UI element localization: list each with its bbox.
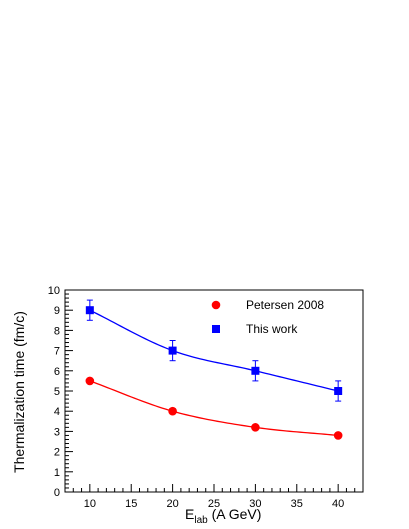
x-tick-label: 15 bbox=[125, 498, 137, 510]
data-point-square bbox=[168, 346, 177, 355]
y-tick-label: 5 bbox=[54, 386, 60, 398]
y-tick-label: 7 bbox=[54, 346, 60, 358]
data-point-circle bbox=[251, 423, 260, 432]
x-tick-label: 10 bbox=[84, 498, 96, 510]
error-bars bbox=[86, 299, 342, 402]
y-axis-label: Thermalization time (fm/c) bbox=[11, 311, 27, 473]
x-tick-label: 40 bbox=[332, 498, 344, 510]
y-tick-label: 1 bbox=[54, 467, 60, 479]
fit-curve-series-1 bbox=[89, 309, 339, 392]
data-point-square bbox=[251, 366, 260, 375]
x-tick-label: 35 bbox=[291, 498, 303, 510]
data-points bbox=[85, 306, 343, 440]
legend-marker-circle bbox=[211, 300, 221, 310]
y-tick-label: 8 bbox=[54, 325, 60, 337]
fit-curves bbox=[89, 309, 339, 437]
data-point-circle bbox=[85, 376, 95, 386]
y-tick-label: 9 bbox=[54, 305, 60, 317]
legend: Petersen 2008 This work bbox=[211, 298, 324, 336]
x-axis-label-unit: (A GeV) bbox=[208, 506, 262, 522]
fit-curve-series-0 bbox=[89, 380, 339, 437]
data-point-circle bbox=[333, 431, 343, 440]
x-tick-label: 30 bbox=[249, 498, 261, 510]
axis-ticks: 0 1 2 3 4 5 6 7 8 9 10 10 15 20 25 30 35 40 bbox=[48, 285, 356, 510]
data-point-circle bbox=[168, 406, 177, 416]
x-axis-label-main: E bbox=[185, 506, 194, 522]
x-tick-label: 20 bbox=[166, 498, 178, 510]
y-tick-label: 2 bbox=[54, 447, 60, 459]
legend-label: This work bbox=[246, 322, 298, 336]
y-tick-label: 10 bbox=[48, 285, 60, 297]
y-tick-label: 0 bbox=[54, 487, 60, 499]
y-tick-label: 4 bbox=[54, 406, 60, 418]
y-tick-label: 3 bbox=[54, 426, 60, 438]
x-axis-label: Elab (A GeV) bbox=[185, 506, 261, 526]
data-point-square bbox=[85, 306, 94, 315]
data-point-square bbox=[334, 387, 343, 395]
x-tick-label: 25 bbox=[208, 498, 220, 510]
legend-marker-square bbox=[212, 325, 220, 333]
y-tick-label: 6 bbox=[54, 366, 60, 378]
x-axis-label-subscript: lab bbox=[194, 515, 208, 526]
legend-label: Petersen 2008 bbox=[246, 298, 324, 312]
